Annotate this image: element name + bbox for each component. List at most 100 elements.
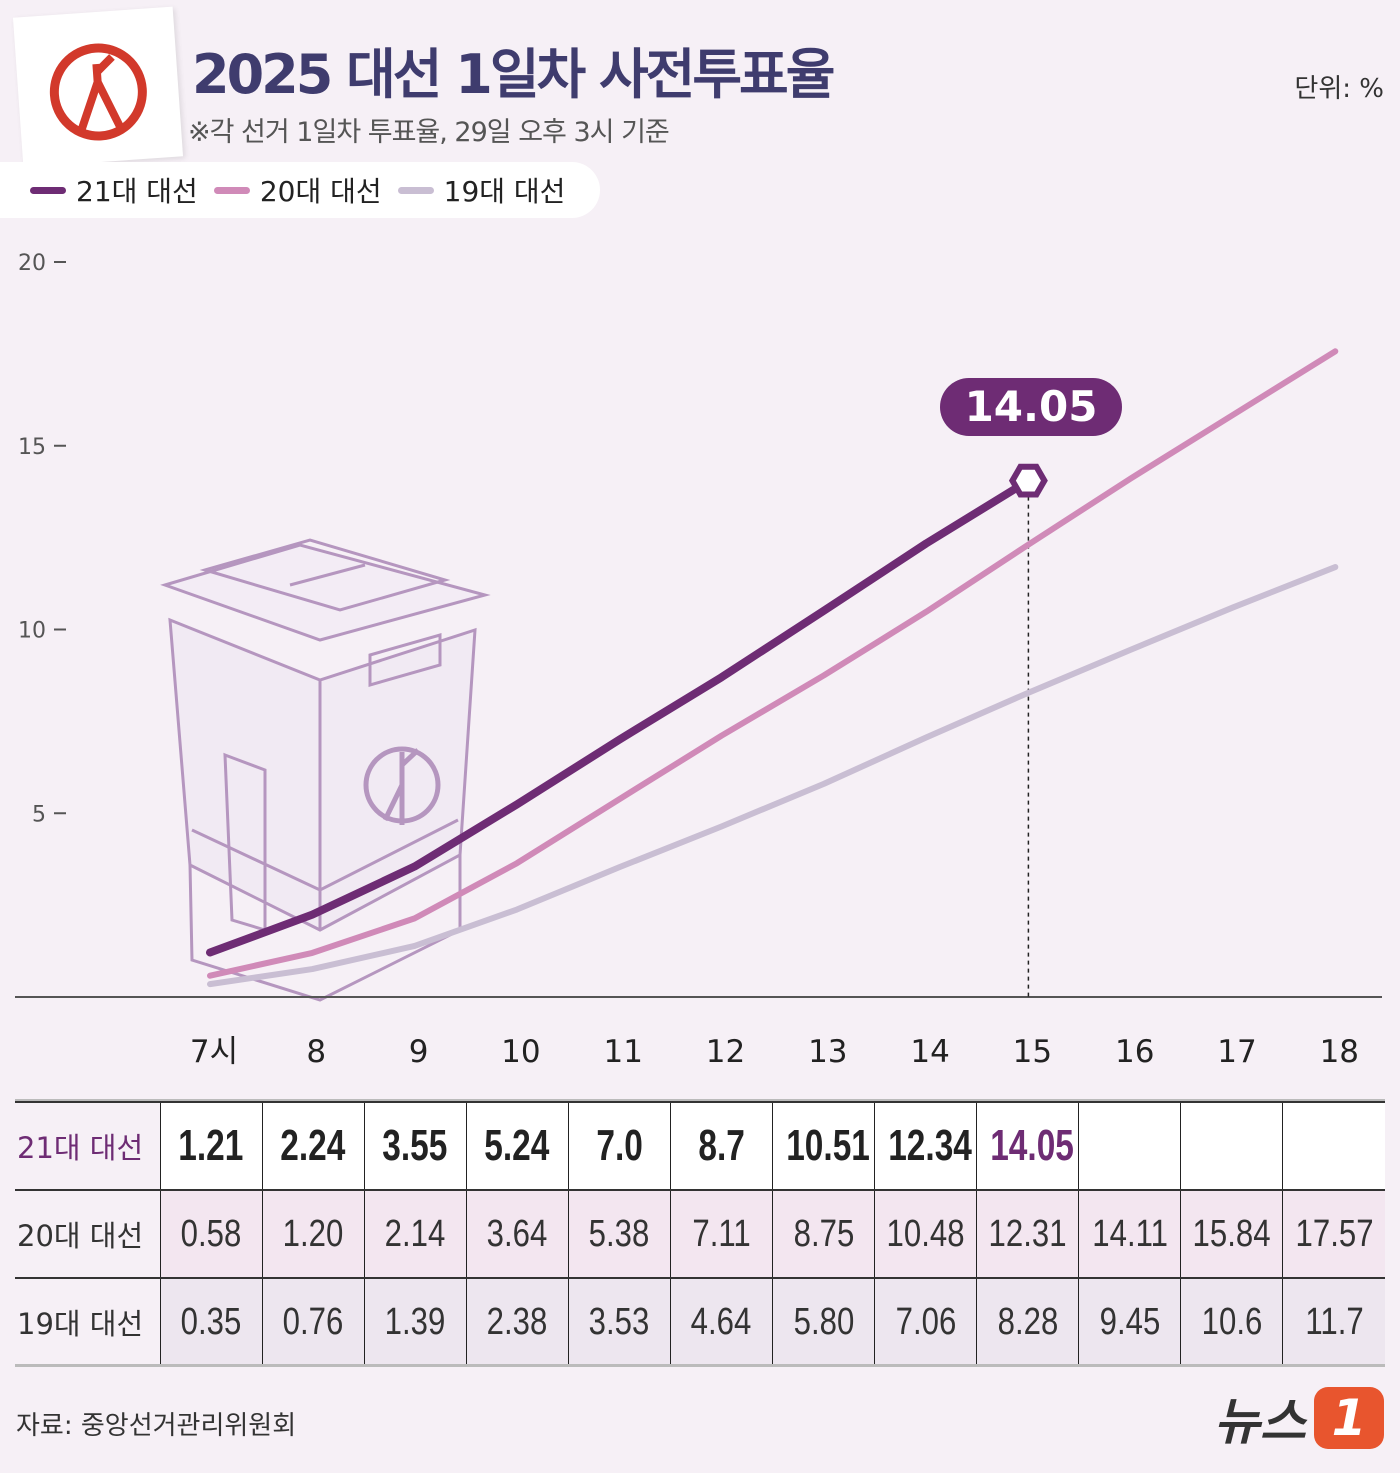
cell-value: 0.58 <box>180 1212 242 1255</box>
x-tick-label: 10 <box>501 1034 540 1070</box>
cell-value: 5.38 <box>589 1212 650 1255</box>
row-label: 19대 대선 <box>15 1278 161 1365</box>
table-row: 19대 대선 0.35 0.76 1.39 2.38 3.53 4.64 5.80 7.06 8.… <box>15 1278 1385 1365</box>
table-cell: 1.20 <box>261 1190 365 1278</box>
legend-item-19: 19대 대선 <box>397 170 565 210</box>
cell-value: 8.28 <box>997 1300 1058 1343</box>
cell-value: 15.84 <box>1192 1212 1271 1255</box>
table-cell: 7.0 <box>567 1102 671 1190</box>
cell-value: 10.51 <box>786 1121 870 1170</box>
table-row: 20대 대선 0.58 1.20 2.14 3.64 5.38 7.11 8.75 10.48 1… <box>15 1190 1385 1278</box>
table-cell: 9.45 <box>1078 1278 1181 1365</box>
cell-value: 10.6 <box>1201 1300 1263 1343</box>
x-tick-label: 17 <box>1217 1034 1256 1070</box>
x-tick-label: 16 <box>1115 1034 1154 1070</box>
cell-value: 0.76 <box>282 1300 344 1343</box>
table-cell <box>1282 1102 1385 1190</box>
table-cell: 17.57 <box>1282 1190 1385 1278</box>
cell-value: 11.7 <box>1304 1300 1364 1343</box>
cell-value: 2.38 <box>486 1300 548 1343</box>
table-cell: 3.55 <box>363 1102 467 1190</box>
legend-item-20: 20대 대선 <box>213 170 382 210</box>
legend-label: 20대 대선 <box>259 175 382 208</box>
highlight-value-callout: 14.05 <box>940 378 1122 436</box>
legend-swatch <box>213 186 250 194</box>
table-cell: 10.51 <box>771 1102 875 1190</box>
cell-value: 7.06 <box>895 1300 956 1343</box>
brand-text: 뉴스 <box>1214 1393 1306 1451</box>
table-cell: 3.53 <box>567 1278 671 1365</box>
cell-value: 1.20 <box>282 1212 344 1255</box>
table-cell <box>1078 1102 1181 1190</box>
x-tick-label: 9 <box>409 1034 429 1070</box>
y-tick-label: 10 <box>18 619 46 644</box>
table-cell: 12.31 <box>976 1190 1079 1278</box>
table-cell: 7.11 <box>669 1190 773 1278</box>
y-tick-label: 5 <box>32 802 46 827</box>
chart-title: 2025 대선 1일차 사전투표율 <box>192 43 835 106</box>
line-chart: 20 15 10 5 7시 8 9 10 11 12 13 14 15 16 17 18 <box>15 251 1382 1070</box>
table-cell: 8.7 <box>669 1102 773 1190</box>
table-row: 21대 대선 1.21 2.24 3.55 5.24 7.0 8.7 10.51 12.34 14… <box>15 1102 1385 1190</box>
ballot-box-illustration <box>160 538 491 1002</box>
table-cell: 5.38 <box>567 1190 671 1278</box>
cell-value: 7.11 <box>692 1212 751 1255</box>
x-tick-label: 8 <box>306 1034 326 1070</box>
table-cell: 11.7 <box>1282 1278 1385 1365</box>
cell-value: 4.64 <box>691 1300 752 1343</box>
cell-value: 17.57 <box>1295 1212 1374 1255</box>
cell-value: 7.0 <box>596 1121 643 1170</box>
series-line-20 <box>207 348 1339 979</box>
cell-value: 8.7 <box>698 1121 745 1170</box>
cell-value: 2.24 <box>280 1121 346 1170</box>
table-cell: 1.21 <box>159 1102 263 1190</box>
table-cell: 0.35 <box>159 1278 263 1365</box>
source-note: 자료: 중앙선거관리위원회 <box>16 1411 297 1441</box>
table-cell: 14.05 <box>976 1102 1079 1190</box>
cell-value: 2.14 <box>384 1212 446 1255</box>
ballot-stamp-logo <box>12 6 184 168</box>
table-cell: 2.24 <box>261 1102 365 1190</box>
table-cell: 0.58 <box>159 1190 263 1278</box>
x-tick-label: 11 <box>603 1034 642 1070</box>
data-table: 21대 대선 1.21 2.24 3.55 5.24 7.0 8.7 10.51 12.34 14… <box>15 1101 1385 1365</box>
table-cell: 0.76 <box>261 1278 365 1365</box>
table-cell: 2.38 <box>465 1278 569 1365</box>
x-tick-label: 7시 <box>190 1034 238 1070</box>
row-label: 21대 대선 <box>15 1102 161 1190</box>
x-tick-label: 13 <box>808 1034 847 1070</box>
y-tick-label: 20 <box>18 251 46 276</box>
highlight-marker <box>1008 463 1048 498</box>
table-cell: 2.14 <box>363 1190 467 1278</box>
table-cell: 12.34 <box>874 1102 977 1190</box>
y-tick-label: 15 <box>18 435 46 460</box>
row-label: 20대 대선 <box>15 1190 161 1278</box>
vote-stamp-icon <box>49 43 147 141</box>
legend-swatch <box>397 186 434 194</box>
cell-value: 1.21 <box>178 1121 244 1170</box>
table-cell: 7.06 <box>874 1278 977 1365</box>
table-divider <box>15 1364 1385 1367</box>
brand-mark: 1 <box>1314 1387 1384 1449</box>
table-cell: 10.48 <box>874 1190 977 1278</box>
table-cell: 15.84 <box>1180 1190 1283 1278</box>
y-axis: 20 15 10 5 <box>18 251 66 827</box>
cell-value: 3.55 <box>382 1121 448 1170</box>
cell-value: 10.48 <box>886 1212 965 1255</box>
x-tick-label: 18 <box>1320 1034 1359 1070</box>
cell-value: 12.34 <box>888 1121 972 1170</box>
table-cell: 1.39 <box>363 1278 467 1365</box>
table-cell: 8.28 <box>976 1278 1079 1365</box>
table-cell: 5.80 <box>771 1278 875 1365</box>
table-cell <box>1180 1102 1283 1190</box>
cell-value: 5.80 <box>793 1300 854 1343</box>
x-tick-label: 12 <box>706 1034 745 1070</box>
table-divider <box>15 1099 1385 1102</box>
table-cell: 8.75 <box>771 1190 875 1278</box>
news1-logo: 뉴스 1 <box>1214 1382 1384 1454</box>
table-cell: 10.6 <box>1180 1278 1283 1365</box>
table-cell: 3.64 <box>465 1190 569 1278</box>
legend-label: 21대 대선 <box>76 175 198 208</box>
legend: 21대 대선 20대 대선 19대 대선 <box>0 162 600 218</box>
x-tick-label: 15 <box>1013 1034 1052 1070</box>
